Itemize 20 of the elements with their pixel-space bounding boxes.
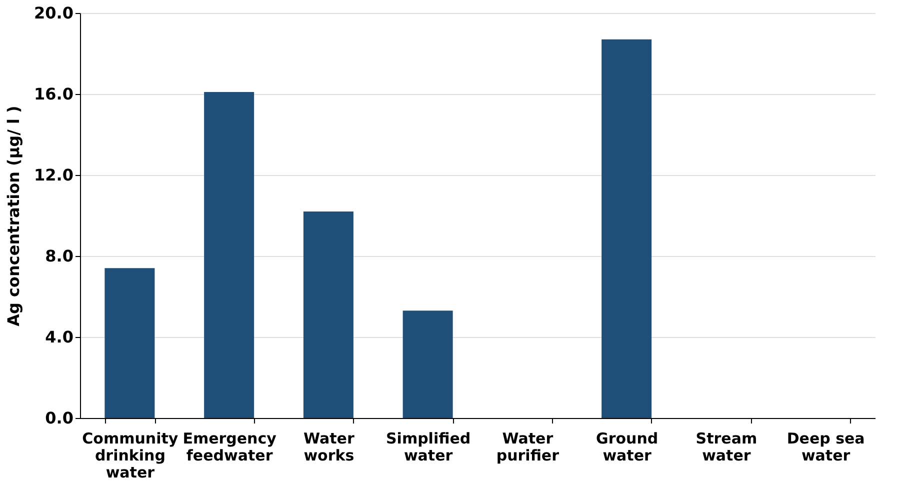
bar bbox=[402, 310, 453, 418]
x-tick-label: Ground water bbox=[596, 430, 658, 464]
bar bbox=[602, 39, 652, 418]
y-tick-label: 8.0 bbox=[45, 246, 74, 266]
x-tick-label: Water works bbox=[304, 430, 355, 464]
x-tick-label: Deep sea water bbox=[786, 430, 865, 464]
bar bbox=[204, 92, 254, 418]
y-tick-label: 4.0 bbox=[45, 328, 74, 346]
y-tick-label: 12.0 bbox=[34, 166, 74, 184]
x-tick-label: Stream water bbox=[696, 430, 758, 464]
y-axis-title: Ag concentration (μg/ l ) bbox=[4, 106, 24, 326]
x-tick-label: Emergency feedwater bbox=[182, 430, 277, 464]
x-tick-label: Simplified water bbox=[386, 430, 471, 464]
bar bbox=[104, 268, 155, 418]
x-tick-label: Water purifier bbox=[496, 430, 560, 464]
y-tick-label: 16.0 bbox=[34, 84, 74, 104]
x-tick-label: Community drinking water bbox=[82, 430, 178, 482]
bar bbox=[303, 211, 354, 418]
y-tick-label: 0.0 bbox=[45, 408, 74, 428]
y-tick-label: 20.0 bbox=[34, 4, 74, 22]
